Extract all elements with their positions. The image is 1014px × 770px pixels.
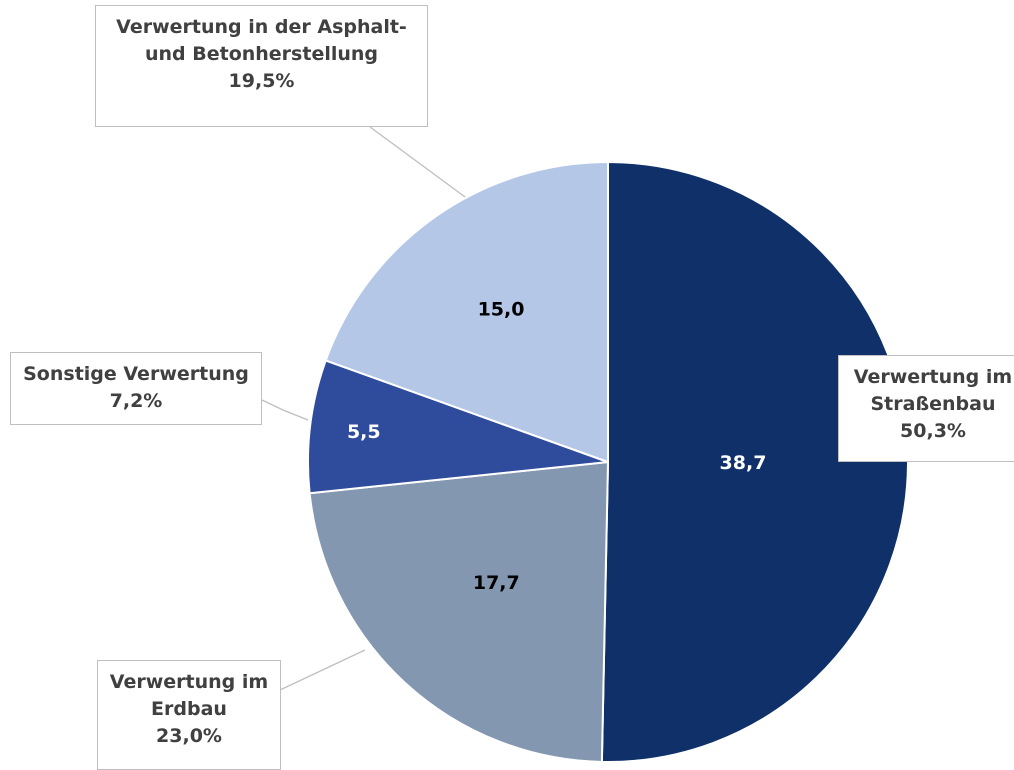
category-label: Sonstige Verwertung [23,363,249,385]
percentage-label: 19,5% [228,70,295,92]
leader-line [369,126,481,209]
leader-lines [261,126,481,691]
value-label: 15,0 [478,298,525,320]
leader-line [261,399,309,421]
value-label: 38,7 [720,452,767,474]
percentage-label: 7,2% [109,390,163,412]
pie-slice [600,160,910,763]
value-label: 17,7 [473,572,520,594]
pie-slice [307,359,609,495]
category-label-box: Verwertung in der Asphalt- und Betonhers… [95,5,428,127]
category-label-box: Verwertung im Straßenbau 50,3% [838,355,1014,462]
category-label-box: Verwertung im Erdbau 23,0% [97,660,281,770]
category-label: Verwertung im Erdbau [109,671,269,720]
leader-line [279,649,366,691]
percentage-label: 50,3% [900,420,966,442]
category-label: Verwertung in der Asphalt- und Betonhers… [116,16,407,65]
category-label-box: Sonstige Verwertung 7,2% [10,352,262,425]
value-label: 5,5 [347,421,381,443]
percentage-label: 23,0% [156,725,222,747]
pie-slice [324,160,609,464]
category-label: Verwertung im Straßenbau [853,366,1013,415]
pie-slice [308,460,610,763]
